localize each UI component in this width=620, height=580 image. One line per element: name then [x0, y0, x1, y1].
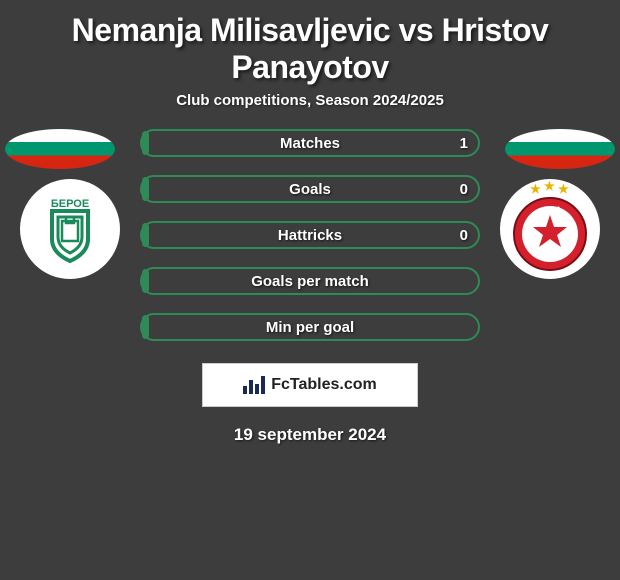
stat-bar: Min per goal [140, 313, 480, 341]
brand-text: FcTables.com [271, 376, 377, 394]
bar-fill-left [142, 131, 149, 155]
stat-bars: Matches 1 Goals 0 Hattricks 0 Goals per match M… [140, 129, 480, 341]
date-text: 19 september 2024 [0, 425, 620, 445]
club-logo-right: ★ ★ ★ ЦСКА [500, 179, 600, 279]
flag-right [505, 129, 615, 169]
stat-bar: Goals 0 [140, 175, 480, 203]
stat-bar: Hattricks 0 [140, 221, 480, 249]
bar-fill-left [142, 269, 149, 293]
stat-value-right: 1 [460, 135, 468, 152]
chart-bars-icon [243, 376, 265, 394]
stat-bar: Goals per match [140, 267, 480, 295]
svg-text:★: ★ [544, 179, 555, 193]
brand-logo: FcTables.com [202, 363, 418, 407]
club-logo-left: БЕРОЕ [20, 179, 120, 279]
stat-label: Goals per match [251, 273, 369, 290]
bar-fill-left [142, 223, 149, 247]
stat-value-right: 0 [460, 227, 468, 244]
stat-value-right: 0 [460, 181, 468, 198]
svg-text:★: ★ [558, 182, 569, 196]
subtitle: Club competitions, Season 2024/2025 [0, 92, 620, 129]
cska-badge-icon: ★ ★ ★ ЦСКА [500, 179, 600, 279]
beroe-shield-icon: БЕРОЕ [30, 189, 110, 269]
stat-label: Matches [280, 135, 340, 152]
flag-left [5, 129, 115, 169]
bar-fill-left [142, 315, 149, 339]
stat-label: Hattricks [278, 227, 342, 244]
svg-text:★: ★ [530, 182, 541, 196]
stat-label: Min per goal [266, 319, 354, 336]
page-title: Nemanja Milisavljevic vs Hristov Panayot… [0, 0, 620, 92]
bar-fill-left [142, 177, 149, 201]
stat-bar: Matches 1 [140, 129, 480, 157]
svg-text:БЕРОЕ: БЕРОЕ [51, 198, 89, 210]
comparison-area: БЕРОЕ ★ ★ ★ ЦСКА Matches1Goals0Hattricks… [0, 129, 620, 341]
stat-label: Goals [289, 181, 331, 198]
